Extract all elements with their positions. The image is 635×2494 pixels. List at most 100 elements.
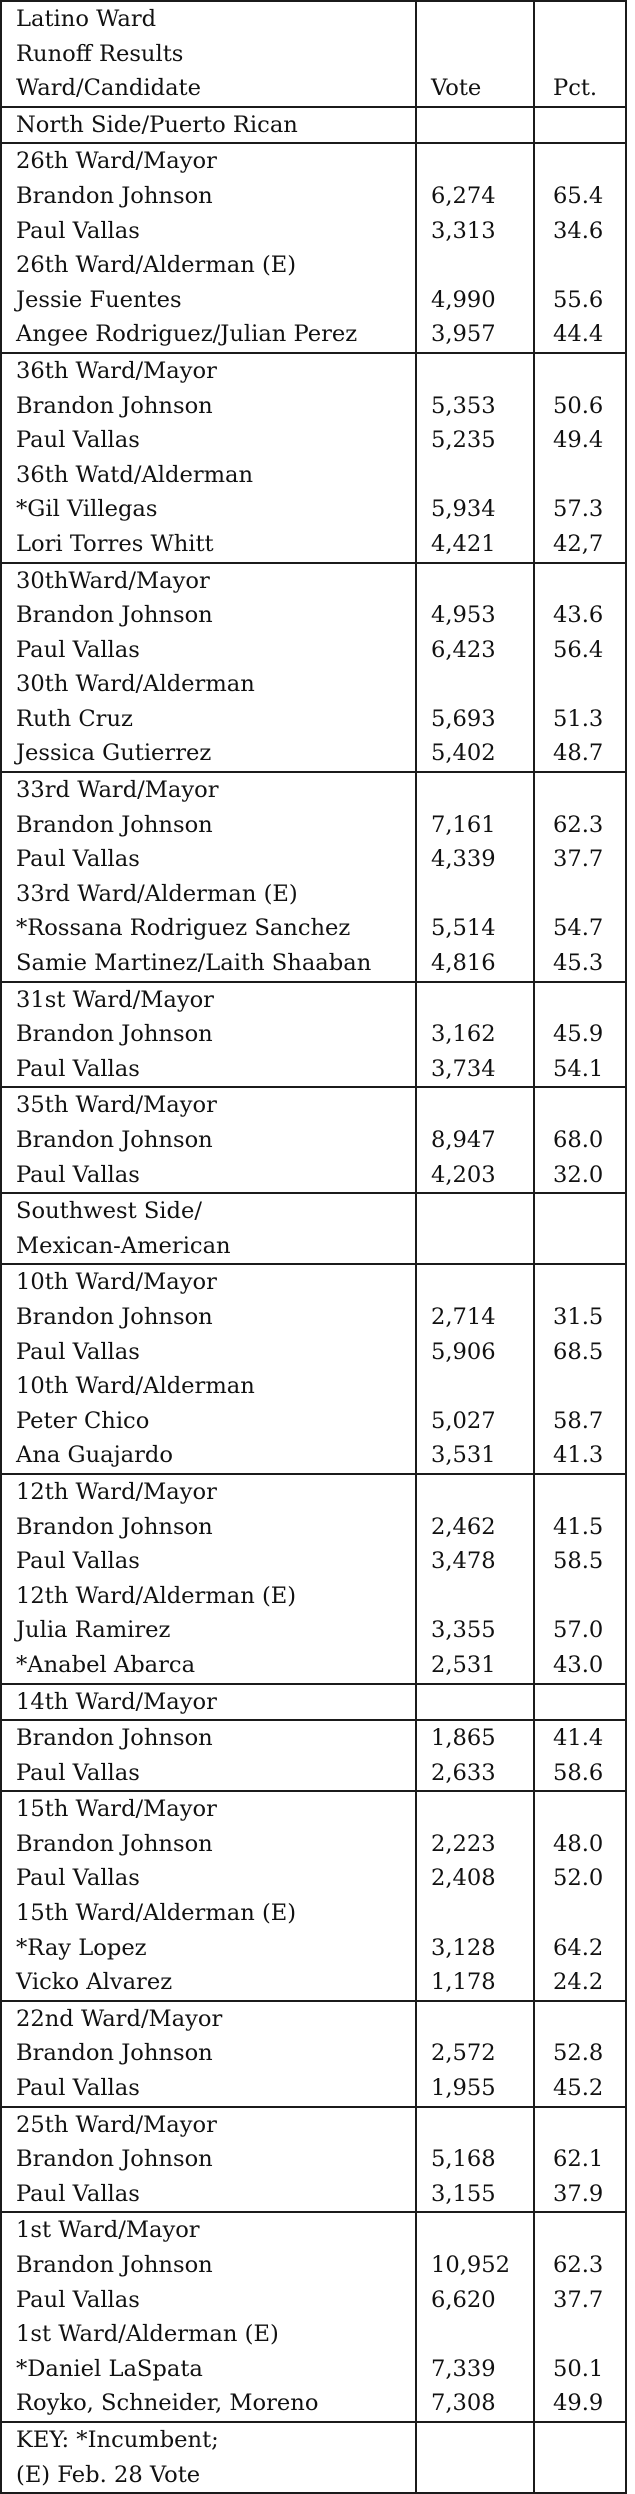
section-heading: 10th Ward/Mayor xyxy=(16,1269,217,1296)
vote-cell: 2,572 1,955 xyxy=(415,1999,535,2107)
vote-count: 6,423 xyxy=(431,636,496,663)
column-header-ward-candidate: Ward/Candidate xyxy=(16,75,201,102)
vote-count xyxy=(417,2002,533,2037)
vote-cell: 1,865 2,633 xyxy=(415,1719,535,1792)
vote-percent: 65.4 xyxy=(553,182,604,209)
vote-count: 3,957 xyxy=(431,321,496,348)
title-pct-cell xyxy=(533,0,627,72)
vote-percent: 54.7 xyxy=(553,915,604,942)
vote-count xyxy=(417,877,533,912)
vote-cell: 7,161 4,339 5,514 4,816 xyxy=(415,771,535,982)
vote-count xyxy=(417,1088,533,1123)
vote-cell: 6,274 3,313 4,990 3,957 xyxy=(415,142,535,353)
candidate-name: *Anabel Abarca xyxy=(16,1651,196,1678)
section-heading: 25th Ward/Mayor xyxy=(16,2111,217,2138)
candidate-cell: 31st Ward/Mayor Brandon Johnson Paul Valla… xyxy=(0,980,417,1088)
candidate-name: Paul Vallas xyxy=(16,1865,140,1892)
vote-count: 5,906 xyxy=(431,1338,496,1365)
vote-count xyxy=(417,1896,533,1931)
section-heading: 33rd Ward/Mayor xyxy=(16,777,219,804)
candidate-name: Brandon Johnson xyxy=(16,2146,213,2173)
vote-percent: 34.6 xyxy=(553,217,604,244)
vote-count: 3,162 xyxy=(431,1021,496,1048)
vote-cell: 5,353 5,235 5,934 4,421 xyxy=(415,351,535,563)
candidate-name: Brandon Johnson xyxy=(16,2040,213,2067)
candidate-name: Brandon Johnson xyxy=(16,1830,213,1857)
vote-cell: 5,168 3,155 xyxy=(415,2105,535,2213)
candidate-name: Brandon Johnson xyxy=(16,1725,213,1752)
candidate-cell: North Side/Puerto Rican xyxy=(0,105,417,144)
vote-percent: 41.4 xyxy=(553,1725,604,1752)
vote-percent xyxy=(535,667,625,702)
vote-count: 4,953 xyxy=(431,602,496,629)
candidate-cell: 25th Ward/Mayor Brandon Johnson Paul Valla… xyxy=(0,2105,417,2213)
vote-count xyxy=(417,564,533,599)
pct-cell xyxy=(533,1192,627,1265)
candidate-name: *Rossana Rodriguez Sanchez xyxy=(16,915,351,942)
vote-percent xyxy=(535,2002,625,2037)
vote-count: 2,572 xyxy=(431,2040,496,2067)
candidate-name: Ruth Cruz xyxy=(16,705,133,732)
table-row-group: 10th Ward/Mayor Brandon Johnson Paul Valla… xyxy=(0,1263,627,1474)
vote-count xyxy=(417,1475,533,1510)
candidate-name: Julia Ramirez xyxy=(16,1617,171,1644)
candidate-name: Paul Vallas xyxy=(16,2075,140,2102)
vote-percent xyxy=(535,1088,625,1123)
section-heading: 12th Ward/Mayor xyxy=(16,1478,217,1505)
column-header-pct: Pct. xyxy=(553,75,598,102)
vote-cell: 8,947 4,203 xyxy=(415,1086,535,1194)
vote-percent xyxy=(535,1194,625,1229)
vote-count: 3,355 xyxy=(431,1617,496,1644)
vote-count: 3,313 xyxy=(431,217,496,244)
vote-count: 5,514 xyxy=(431,915,496,942)
vote-count: 6,274 xyxy=(431,182,496,209)
table-row-group: 22nd Ward/Mayor Brandon Johnson Paul Valla… xyxy=(0,1999,627,2107)
pct-cell: 50.6 49.4 57.3 42,7 xyxy=(533,351,627,563)
vote-count xyxy=(417,1792,533,1827)
section-heading: 36th Ward/Mayor xyxy=(16,357,217,384)
candidate-cell: Brandon Johnson Paul Vallas xyxy=(0,1719,417,1792)
vote-percent: 52.0 xyxy=(553,1865,604,1892)
key-pct-cell xyxy=(533,2420,627,2494)
table-row-group: Brandon Johnson Paul Vallas 1,865 2,633 41.4… xyxy=(0,1719,627,1792)
pct-cell: 62.3 37.7 54.7 45.3 xyxy=(533,771,627,982)
table-row-group: 12th Ward/Mayor Brandon Johnson Paul Valla… xyxy=(0,1472,627,1684)
vote-count: 5,027 xyxy=(431,1407,496,1434)
vote-count xyxy=(417,983,533,1018)
vote-count: 4,339 xyxy=(431,846,496,873)
candidate-name: Vicko Alvarez xyxy=(16,1969,173,1996)
candidate-name: Jessie Fuentes xyxy=(16,286,182,313)
vote-percent: 58.7 xyxy=(553,1407,604,1434)
vote-cell xyxy=(415,1192,535,1265)
vote-count: 3,478 xyxy=(431,1548,496,1575)
pct-cell: 52.8 45.2 xyxy=(533,1999,627,2107)
vote-count xyxy=(417,354,533,389)
vote-percent: 68.5 xyxy=(553,1338,604,1365)
vote-percent: 37.7 xyxy=(553,846,604,873)
vote-count xyxy=(417,773,533,808)
vote-percent: 57.3 xyxy=(553,496,604,523)
section-heading: 33rd Ward/Alderman (E) xyxy=(16,880,298,907)
candidate-cell: 15th Ward/Mayor Brandon Johnson Paul Valla… xyxy=(0,1790,417,2001)
vote-percent xyxy=(535,1369,625,1404)
candidate-cell: 36th Ward/Mayor Brandon Johnson Paul Valla… xyxy=(0,351,417,563)
vote-percent: 68.0 xyxy=(553,1127,604,1153)
vote-count xyxy=(417,1685,533,1720)
candidate-name: *Daniel LaSpata xyxy=(16,2355,203,2382)
vote-count xyxy=(417,1369,533,1404)
vote-count xyxy=(417,1229,533,1264)
pct-cell: 48.0 52.0 64.2 24.2 xyxy=(533,1790,627,2001)
vote-count: 7,308 xyxy=(431,2390,496,2417)
section-heading: Southwest Side/ xyxy=(16,1198,202,1225)
vote-percent: 50.1 xyxy=(553,2355,604,2382)
vote-percent: 57.0 xyxy=(553,1617,604,1644)
candidate-name: Paul Vallas xyxy=(16,217,140,244)
vote-percent: 52.8 xyxy=(553,2040,604,2067)
vote-percent xyxy=(535,773,625,808)
vote-cell xyxy=(415,1682,535,1721)
table-row-group: 26th Ward/Mayor Brandon Johnson Paul Valla… xyxy=(0,142,627,353)
candidate-name: Paul Vallas xyxy=(16,1759,140,1786)
vote-count: 5,353 xyxy=(431,392,496,419)
vote-percent xyxy=(535,1896,625,1931)
